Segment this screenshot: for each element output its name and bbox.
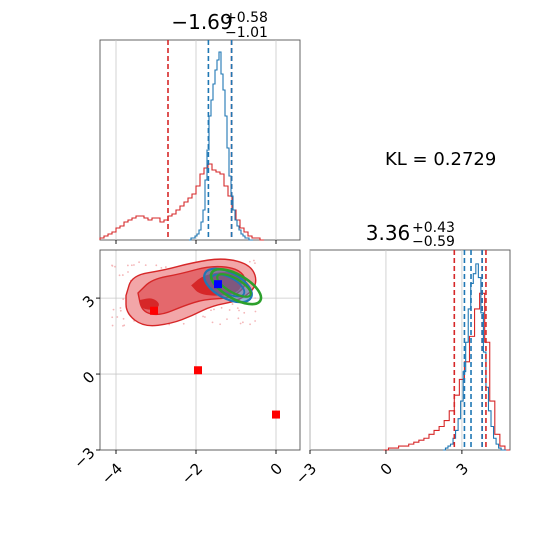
sample-dot xyxy=(220,306,223,309)
sample-dot xyxy=(211,321,214,324)
joint-y-ticks: −3 0 3 xyxy=(70,292,100,472)
marginal-y-xtick-label-0: −3 xyxy=(292,460,320,488)
sample-dot xyxy=(122,298,125,301)
marginal-y-title-median: 3.36 xyxy=(366,221,411,245)
marker-marker_blue-3 xyxy=(214,280,222,289)
marginal-x-title-median: −1.69 xyxy=(171,10,232,34)
sample-dot xyxy=(210,309,212,312)
sample-dot xyxy=(237,317,240,320)
sample-dot xyxy=(219,323,222,326)
sample-dot xyxy=(111,264,114,267)
sample-dot xyxy=(249,323,251,326)
marginal-y-quantile-lines xyxy=(453,250,487,450)
marginal-y-histograms xyxy=(383,263,510,451)
sample-dot xyxy=(155,264,158,267)
sample-dot xyxy=(126,264,129,267)
marker-marker_red-1 xyxy=(194,366,202,375)
sample-dot xyxy=(226,318,228,320)
sample-dot xyxy=(122,317,125,320)
joint-frame xyxy=(99,249,301,451)
marginal-x-blue-histogram xyxy=(189,51,253,241)
joint-xtick-label-0: −4 xyxy=(98,460,126,488)
sample-dot xyxy=(118,274,121,277)
joint-ytick-label-2: 3 xyxy=(79,292,98,311)
joint-x-ticks: −4 −2 0 xyxy=(98,450,286,488)
sample-dot xyxy=(243,311,246,314)
sample-dot xyxy=(127,271,129,273)
marginal-x-grid xyxy=(115,40,277,240)
marker-marker_red-2 xyxy=(272,410,280,419)
marginal-x-histograms xyxy=(99,51,264,241)
contour-inner-secondary xyxy=(139,298,159,310)
sample-dot xyxy=(213,308,215,311)
sample-dot xyxy=(112,308,115,311)
marginal-y-blue-histogram xyxy=(442,263,507,451)
sample-dot xyxy=(238,309,240,312)
sample-dot xyxy=(111,324,114,327)
sample-dot xyxy=(114,265,116,268)
sample-dot xyxy=(254,297,257,300)
sample-dot xyxy=(119,307,122,309)
sample-dot xyxy=(254,320,257,322)
joint-xtick-label-2: 0 xyxy=(267,460,286,479)
marginal-y-xtick-label-2: 3 xyxy=(453,460,472,479)
green-ellipse-inner xyxy=(216,273,252,298)
sample-dot xyxy=(144,264,147,267)
sample-dot xyxy=(133,264,135,266)
sample-dot xyxy=(121,274,124,276)
marginal-x-title-plus: +0.58 xyxy=(225,10,268,26)
sample-dot xyxy=(204,316,206,318)
sample-dot xyxy=(253,259,255,262)
sample-dot xyxy=(239,322,242,325)
marginal-x-title: −1.69 xyxy=(171,10,232,34)
marginal-x-quantile-lines xyxy=(167,40,233,240)
marginal-y-frame xyxy=(309,249,511,451)
joint-markers xyxy=(150,280,280,419)
marginal-y-grid xyxy=(309,250,463,450)
marginal-y-ticks: −3 0 3 xyxy=(292,450,472,488)
joint-contours xyxy=(125,258,263,327)
sample-dot xyxy=(116,316,119,318)
sample-dot xyxy=(254,310,257,313)
marginal-y-title-minus: −0.59 xyxy=(412,234,455,250)
sample-dot xyxy=(182,322,185,325)
sample-dot xyxy=(164,266,167,268)
marker-marker_red-0 xyxy=(150,306,158,315)
joint-density xyxy=(111,258,263,327)
joint-ytick-label-0: −3 xyxy=(70,444,98,472)
sample-dot xyxy=(130,264,133,267)
sample-dot xyxy=(231,303,234,305)
sample-dot xyxy=(202,315,204,318)
marginal-y-panel: −3 0 3 3.36 +0.43 −0.59 xyxy=(292,220,511,488)
joint-ytick-label-1: 0 xyxy=(79,368,98,387)
marginal-x-panel: −1.69 +0.58 −1.01 xyxy=(99,10,301,244)
marginal-x-frame xyxy=(99,39,301,241)
joint-panel: −4 −2 0 −3 0 3 xyxy=(70,249,301,488)
marginal-x-title-minus: −1.01 xyxy=(225,25,268,41)
sample-dot xyxy=(111,316,114,319)
sample-dot xyxy=(123,324,126,327)
marginal-y-title-plus: +0.43 xyxy=(412,220,455,236)
marginal-x-ticks xyxy=(115,240,277,244)
marginal-y-title: 3.36 xyxy=(366,221,411,245)
sample-dot xyxy=(236,307,239,310)
sample-dot xyxy=(160,266,163,269)
sample-dot xyxy=(119,309,122,312)
sample-dot xyxy=(254,262,256,265)
kl-divergence-label: KL = 0.2729 xyxy=(385,149,496,170)
joint-xtick-label-1: −2 xyxy=(178,460,206,488)
sample-dot xyxy=(248,260,251,263)
sample-dot xyxy=(138,261,140,264)
marginal-y-red-histogram xyxy=(383,292,510,451)
marginal-y-xtick-label-1: 0 xyxy=(377,460,396,479)
green-ellipse-outer xyxy=(209,267,263,306)
sample-dot xyxy=(241,321,244,324)
sample-dot xyxy=(228,309,231,311)
